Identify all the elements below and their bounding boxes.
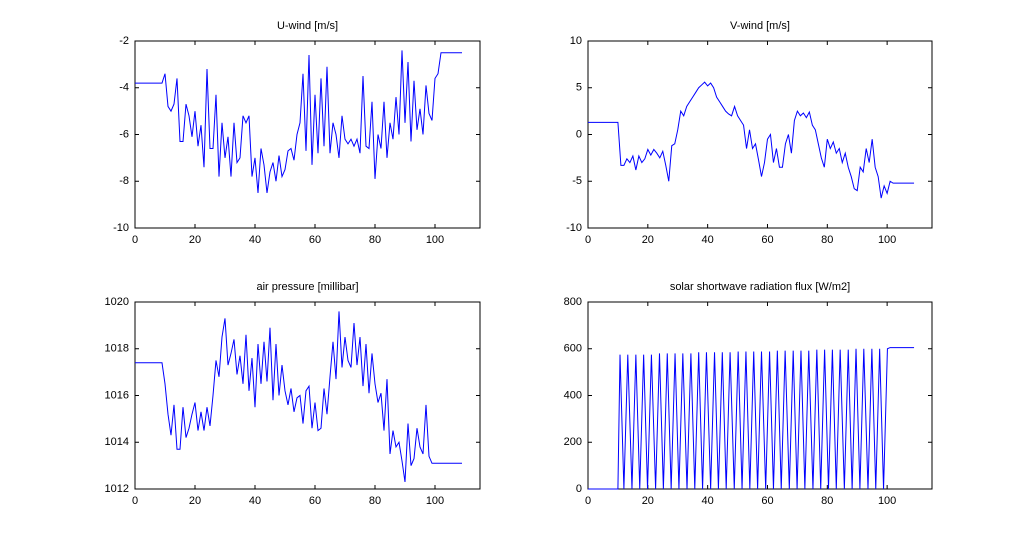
y-tick-label: -8 — [119, 175, 129, 187]
subplot: solar shortwave radiation flux [W/m2] 0 20… — [564, 281, 933, 507]
axes-box — [134, 40, 481, 229]
x-tick-label: 40 — [702, 234, 714, 246]
data-line — [135, 50, 462, 194]
x-tick-label: 80 — [369, 495, 381, 507]
subplot-title: air pressure [millibar] — [256, 281, 358, 293]
x-tick-label: 100 — [426, 495, 444, 507]
x-tick-label: 40 — [249, 234, 261, 246]
x-tick-label: 0 — [132, 234, 138, 246]
y-tick-label: 1014 — [105, 436, 129, 448]
y-tick-label: 0 — [576, 128, 582, 140]
x-tick-label: 100 — [878, 234, 896, 246]
x-tick-label: 100 — [878, 495, 896, 507]
x-tick-label: 80 — [369, 234, 381, 246]
subplot-title: solar shortwave radiation flux [W/m2] — [670, 281, 850, 293]
x-tick-label: 60 — [761, 234, 773, 246]
y-tick-label: 5 — [576, 82, 582, 94]
subplot-title: U-wind [m/s] — [277, 20, 338, 32]
x-tick-label: 20 — [642, 234, 654, 246]
y-tick-label: -6 — [119, 128, 129, 140]
x-tick-label: 60 — [309, 234, 321, 246]
axes-box — [587, 40, 933, 229]
x-tick-label: 100 — [426, 234, 444, 246]
x-tick-label: 60 — [309, 495, 321, 507]
x-tick-label: 20 — [189, 234, 201, 246]
x-tick-label: 60 — [761, 495, 773, 507]
axes-box — [134, 301, 481, 490]
x-tick-label: 80 — [821, 234, 833, 246]
y-tick-label: 1018 — [105, 343, 129, 355]
x-tick-label: 20 — [642, 495, 654, 507]
y-tick-label: -10 — [566, 222, 582, 234]
x-tick-label: 40 — [702, 495, 714, 507]
x-tick-label: 0 — [585, 234, 591, 246]
x-tick-label: 0 — [585, 495, 591, 507]
y-tick-label: 10 — [570, 35, 582, 47]
x-tick-label: 0 — [132, 495, 138, 507]
subplot-title: V-wind [m/s] — [730, 20, 790, 32]
x-tick-label: 80 — [821, 495, 833, 507]
data-line — [588, 347, 915, 490]
y-tick-label: 600 — [564, 343, 582, 355]
data-line — [135, 311, 462, 483]
y-tick-label: 1020 — [105, 296, 129, 308]
subplot: air pressure [millibar] 0 20 40 60 80 100 1012 1… — [105, 281, 481, 507]
y-tick-label: 800 — [564, 296, 582, 308]
y-tick-label: -10 — [113, 222, 129, 234]
y-tick-label: 200 — [564, 436, 582, 448]
x-tick-label: 40 — [249, 495, 261, 507]
y-tick-label: 0 — [576, 483, 582, 495]
y-tick-label: 1016 — [105, 389, 129, 401]
subplot: U-wind [m/s] 0 20 40 60 80 100 -10 -8 -6 -4 -2 — [113, 20, 481, 246]
y-tick-label: 1012 — [105, 483, 129, 495]
y-tick-label: -4 — [119, 82, 129, 94]
data-line — [588, 81, 915, 199]
y-tick-label: 400 — [564, 389, 582, 401]
y-tick-label: -5 — [572, 175, 582, 187]
y-tick-label: -2 — [119, 35, 129, 47]
subplot: V-wind [m/s] 0 20 40 60 80 100 -10 -5 0 5 10 — [566, 20, 933, 246]
x-tick-label: 20 — [189, 495, 201, 507]
